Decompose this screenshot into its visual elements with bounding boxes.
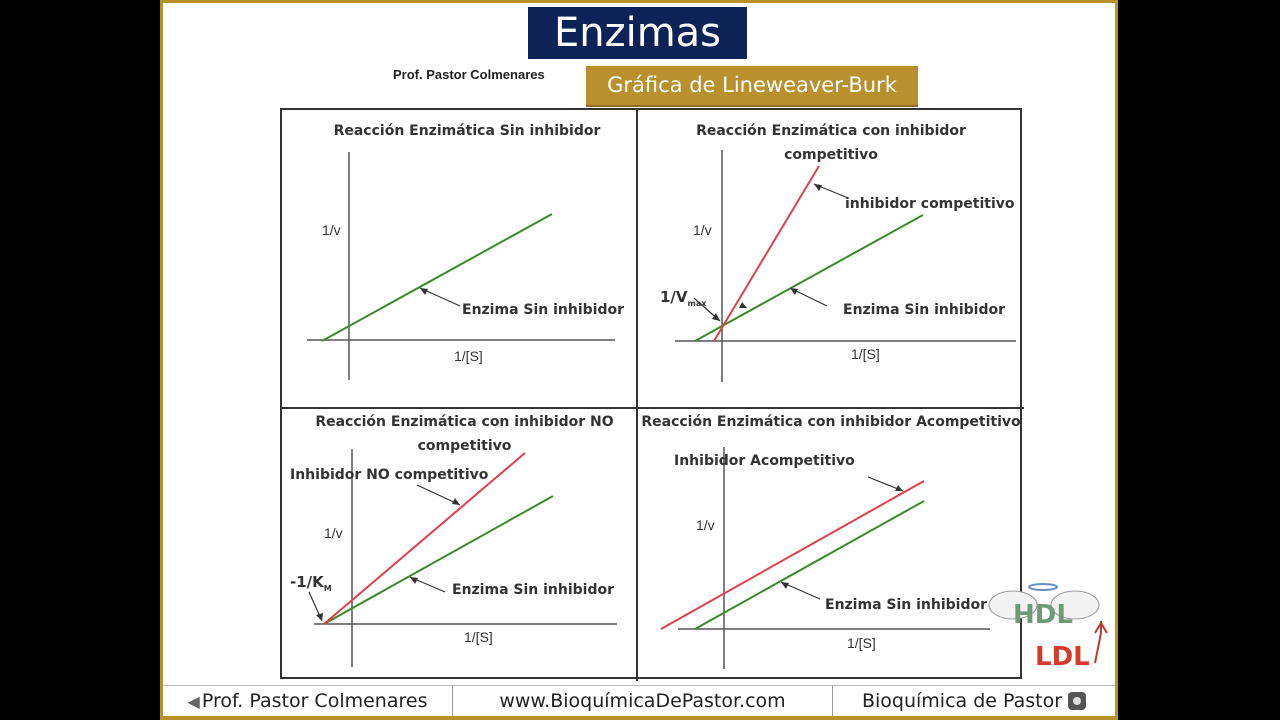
vmax-intercept-label: 1/Vmax xyxy=(660,288,706,308)
panel-title: Reacción Enzimática con inhibidor Acompe… xyxy=(641,414,1021,430)
plot-noncompetitive xyxy=(308,449,617,667)
grid-dividers xyxy=(282,110,1024,681)
plot-no-inhibitor xyxy=(307,152,615,380)
y-axis-label: 1/v xyxy=(324,525,343,541)
plot-uncompetitive xyxy=(660,447,990,669)
x-axis-label: 1/[S] xyxy=(847,635,876,651)
panel-uncompetitive: Reacción Enzimática con inhibidor Acompe… xyxy=(638,409,1024,681)
annotation-no-inhibitor: Enzima Sin inhibidor xyxy=(462,302,625,318)
panel-no-inhibitor: Reacción Enzimática Sin inhibidor 1/v 1/… xyxy=(282,110,637,408)
annotation-competitive: inhibidor competitivo xyxy=(845,196,1015,212)
svg-text:LDL: LDL xyxy=(1035,642,1090,672)
x-axis-label: 1/[S] xyxy=(454,348,483,364)
panel-title-line1: Reacción Enzimática con inhibidor NO xyxy=(315,414,614,430)
mascot-illustration: HDL LDL xyxy=(988,583,1108,672)
back-arrow-icon[interactable]: ◀ xyxy=(187,691,200,711)
plot-competitive xyxy=(675,150,1016,382)
slide-title: Enzimas xyxy=(528,7,747,59)
panel-title-line1: Reacción Enzimática con inhibidor xyxy=(696,123,966,139)
intercept-subscript: M xyxy=(323,584,332,593)
annotation-no-inhibitor: Enzima Sin inhibidor xyxy=(452,582,615,598)
x-axis-label: 1/[S] xyxy=(851,346,880,362)
hdl-ldl-mascot: HDL LDL xyxy=(983,583,1113,683)
author-label: Prof. Pastor Colmenares xyxy=(393,67,545,82)
km-intercept-label: -1/KM xyxy=(290,573,332,593)
footer-author: ◀ Prof. Pastor Colmenares xyxy=(163,686,453,716)
intercept-subscript: max xyxy=(687,299,707,308)
footer-brand-text: Bioquímica de Pastor xyxy=(861,690,1063,712)
footer-brand: Bioquímica de Pastor xyxy=(833,686,1115,716)
footer-website-text[interactable]: www.BioquímicaDePastor.com xyxy=(499,690,786,712)
annotation-noncompetitive: Inhibidor NO competitivo xyxy=(290,467,489,483)
slide-subtitle: Gráfica de Lineweaver-Burk xyxy=(586,66,918,107)
diagram-grid: Reacción Enzimática Sin inhibidor 1/v 1/… xyxy=(280,108,1024,681)
panel-title-line2: competitivo xyxy=(417,438,512,454)
annotation-no-inhibitor: Enzima Sin inhibidor xyxy=(825,597,988,613)
intercept-text: -1/K xyxy=(290,573,324,591)
footer-website[interactable]: www.BioquímicaDePastor.com xyxy=(453,686,833,716)
y-axis-label: 1/v xyxy=(693,222,712,238)
instagram-icon[interactable] xyxy=(1068,692,1087,710)
footer-author-text: Prof. Pastor Colmenares xyxy=(201,690,428,712)
annotation-no-inhibitor: Enzima Sin inhibidor xyxy=(843,302,1006,318)
footer-bar: ◀ Prof. Pastor Colmenares www.Bioquímica… xyxy=(163,685,1115,716)
panel-title-line2: competitivo xyxy=(784,147,878,163)
annotation-uncompetitive: Inhibidor Acompetitivo xyxy=(674,453,855,469)
svg-text:HDL: HDL xyxy=(1013,600,1073,630)
panel-competitive: Reacción Enzimática con inhibidor compet… xyxy=(638,110,1024,408)
panel-title: Reacción Enzimática Sin inhibidor xyxy=(333,123,601,139)
x-axis-label: 1/[S] xyxy=(464,629,493,645)
slide: Enzimas Prof. Pastor Colmenares Gráfica … xyxy=(160,0,1118,720)
y-axis-label: 1/v xyxy=(322,222,341,238)
panel-noncompetitive: Reacción Enzimática con inhibidor NO com… xyxy=(282,409,637,681)
y-axis-label: 1/v xyxy=(696,517,715,533)
intercept-text: 1/V xyxy=(660,288,688,306)
